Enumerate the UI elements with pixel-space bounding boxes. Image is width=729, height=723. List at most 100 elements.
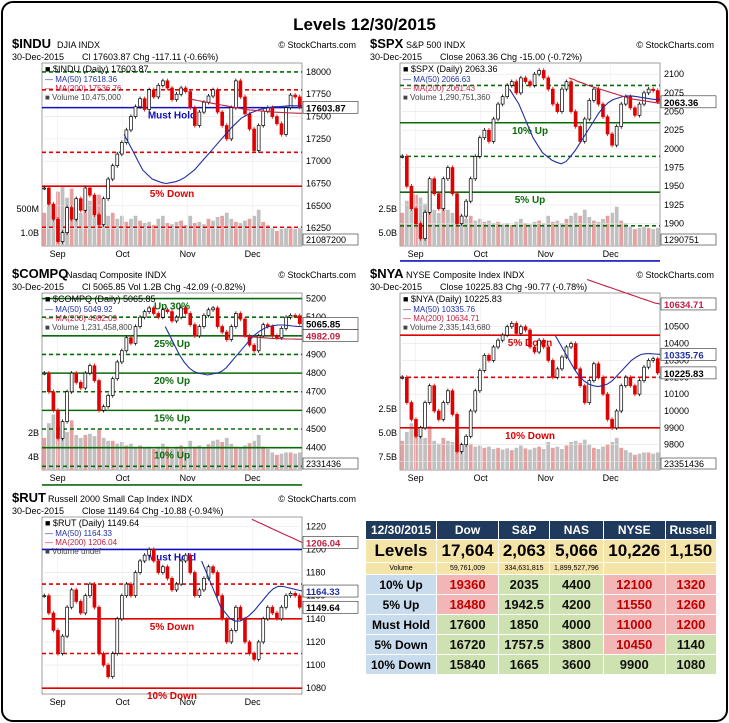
volume-bar: [409, 191, 414, 246]
volume-bar: [170, 448, 174, 470]
candle-body: [487, 355, 491, 361]
volume-bar: [537, 446, 542, 470]
y-tick-label: 9800: [664, 440, 684, 450]
volume-bar: [633, 454, 637, 470]
candle-body: [65, 391, 69, 422]
table-level-nas: 5,066: [549, 539, 604, 563]
volume-bar: [655, 452, 660, 470]
volume-bar: [523, 448, 528, 470]
volume-bar: [188, 440, 193, 470]
volume-bar: [183, 447, 188, 470]
volume-bar: [151, 448, 156, 470]
candle-body: [170, 311, 174, 322]
page-title: Levels 12/30/2015: [293, 15, 436, 34]
volume-bar: [514, 221, 519, 246]
chart-date: 30-Dec-2015: [370, 282, 422, 292]
volume-bar: [124, 445, 129, 470]
ma200-line: [586, 278, 661, 305]
legend-ma50: — MA(50) 10335.76: [403, 305, 476, 314]
candle-body: [405, 156, 409, 187]
legend-volume: ■ Volume 1,231,458,800: [45, 323, 133, 332]
candle-body: [418, 223, 423, 239]
volume-bar: [468, 443, 473, 470]
volume-bar: [500, 449, 505, 470]
y-tick-label: 1925: [664, 200, 684, 210]
volume-bar: [179, 220, 184, 246]
candle-body: [247, 641, 252, 654]
legend-ma200: — MA(200) 17536.76: [45, 84, 122, 93]
candle-body: [165, 566, 170, 579]
candle-body: [97, 380, 101, 411]
table-header-row: 12/30/2015 Dow S&P NAS NYSE Russell: [365, 520, 718, 540]
candle-body: [633, 107, 637, 116]
volume-bar: [487, 220, 491, 246]
table-col-nyse: NYSE: [602, 520, 666, 540]
candle-body: [202, 315, 206, 327]
volume-bar: [51, 414, 56, 470]
table-cell: 12100: [602, 574, 666, 595]
candle-body: [51, 203, 56, 220]
legend-price: ■ $SPX (Daily) 2063.36: [403, 64, 497, 74]
candle-body: [537, 70, 541, 75]
legend-ma50: — MA(50) 17618.36: [45, 75, 118, 84]
candle-body: [101, 198, 106, 225]
candle-body: [270, 606, 275, 614]
volume-bar: [202, 447, 206, 470]
candle-body: [587, 99, 592, 120]
table-cell: 2035: [498, 574, 551, 595]
candle-body: [519, 326, 523, 334]
candle-body: [124, 337, 129, 352]
ma50-value-label-box: [302, 584, 359, 598]
ma50-line: [123, 105, 303, 185]
chart-ticker: $INDU: [12, 36, 51, 51]
table-col-dow: Dow: [435, 520, 500, 540]
level-label: Must Hold: [148, 111, 196, 122]
candle-body: [293, 315, 297, 317]
table-col-nas: NAS: [549, 520, 604, 540]
volume-bar: [256, 434, 261, 470]
y-tick-label: 2075: [664, 88, 684, 98]
volume-bar: [119, 215, 124, 246]
candle-body: [51, 391, 56, 411]
volume-bar: [133, 215, 138, 246]
candle-body: [459, 444, 464, 452]
candle-body: [519, 77, 523, 94]
y-tick-label: 17000: [306, 156, 331, 166]
table-row: Must Hold 17600 1850 4000 11000 1200: [365, 614, 718, 635]
legend-ma200: — MA(200) 2061.43: [403, 84, 476, 93]
y-tick-label: 1975: [664, 163, 684, 173]
volume-bar: [206, 218, 211, 246]
y-tick-label: 4800: [306, 368, 326, 378]
x-tick-label: Dec: [245, 473, 262, 483]
candle-body: [509, 81, 514, 86]
volume-bar: [238, 447, 243, 470]
candle-body: [78, 601, 83, 614]
volume-bar: [418, 434, 423, 470]
candle-body: [47, 372, 51, 393]
candle-body: [142, 554, 147, 562]
candle-body: [637, 103, 642, 116]
chart-ticker: $COMPQ: [12, 266, 68, 281]
candle-body: [441, 178, 446, 210]
candle-body: [578, 126, 582, 142]
ma200-line: [568, 77, 661, 104]
volume-bar: [619, 220, 624, 246]
x-tick-label: Nov: [180, 697, 197, 707]
x-tick-label: Nov: [180, 473, 197, 483]
candle-body: [78, 198, 83, 211]
candle-body: [129, 583, 133, 597]
volume-bar: [601, 218, 605, 246]
table-volume-sp: 334,631,815: [498, 562, 551, 575]
table-row-label: 10% Down: [365, 654, 437, 675]
table-col-russell: Russell: [664, 520, 718, 540]
y-tick-label: 10100: [664, 389, 689, 399]
legend-volume: ■ Volume undef: [45, 547, 102, 556]
candle-body: [220, 111, 224, 126]
candle-body: [450, 167, 455, 195]
candle-body: [92, 583, 97, 608]
candle-body: [651, 358, 655, 361]
legend-price: ■ $COMPQ (Daily) 5065.85: [45, 294, 155, 304]
chart-nya: $NYA NYSE Composite Index INDX © StockChar…: [368, 266, 718, 488]
y-tick-label: 4500: [306, 424, 326, 434]
